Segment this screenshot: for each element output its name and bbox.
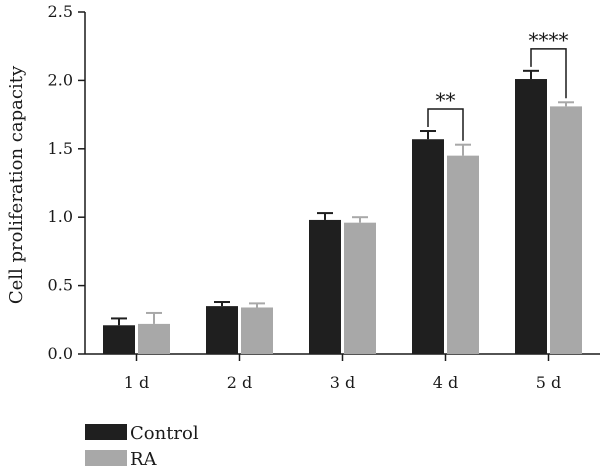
x-tick-label: 2 d xyxy=(227,373,253,392)
bar-ra-4d xyxy=(447,155,479,354)
legend: Control RA xyxy=(85,423,199,470)
legend-label-control: Control xyxy=(130,423,199,444)
x-axis-ticks: 1 d 2 d 3 d 4 d 5 d xyxy=(124,354,562,392)
x-tick-label: 4 d xyxy=(433,373,459,392)
significance-label-5d: **** xyxy=(529,28,569,52)
bar-control-3d xyxy=(309,219,341,354)
bar-ra-5d xyxy=(550,106,582,354)
legend-swatch-ra xyxy=(85,450,127,466)
x-tick-label: 3 d xyxy=(330,373,356,392)
y-tick-label: 2.0 xyxy=(48,70,73,89)
bar-control-4d xyxy=(412,139,444,354)
bar-control-5d xyxy=(515,79,547,355)
x-tick-label: 1 d xyxy=(124,373,150,392)
significance-brackets: ****** xyxy=(427,28,569,141)
legend-label-ra: RA xyxy=(130,449,158,470)
y-tick-label: 0.5 xyxy=(48,276,73,295)
significance-bracket-4d xyxy=(427,108,464,141)
bar-control-2d xyxy=(206,306,238,354)
error-bars xyxy=(111,69,574,326)
bar-ra-3d xyxy=(344,222,376,354)
bar-control-1d xyxy=(103,325,135,354)
bars xyxy=(103,79,582,355)
significance-label-4d: ** xyxy=(436,88,456,112)
y-tick-label: 1.5 xyxy=(48,139,73,158)
y-tick-label: 2.5 xyxy=(48,2,73,21)
y-axis-ticks: 0.0 0.5 1.0 1.5 2.0 2.5 xyxy=(48,2,85,363)
bar-ra-1d xyxy=(138,323,170,354)
x-tick-label: 5 d xyxy=(536,373,562,392)
legend-swatch-control xyxy=(85,424,127,440)
y-tick-label: 1.0 xyxy=(48,207,73,226)
y-tick-label: 0.0 xyxy=(48,344,73,363)
significance-bracket-5d xyxy=(530,48,567,99)
bar-ra-2d xyxy=(241,307,273,354)
y-axis-label: Cell proliferation capacity xyxy=(6,65,27,304)
